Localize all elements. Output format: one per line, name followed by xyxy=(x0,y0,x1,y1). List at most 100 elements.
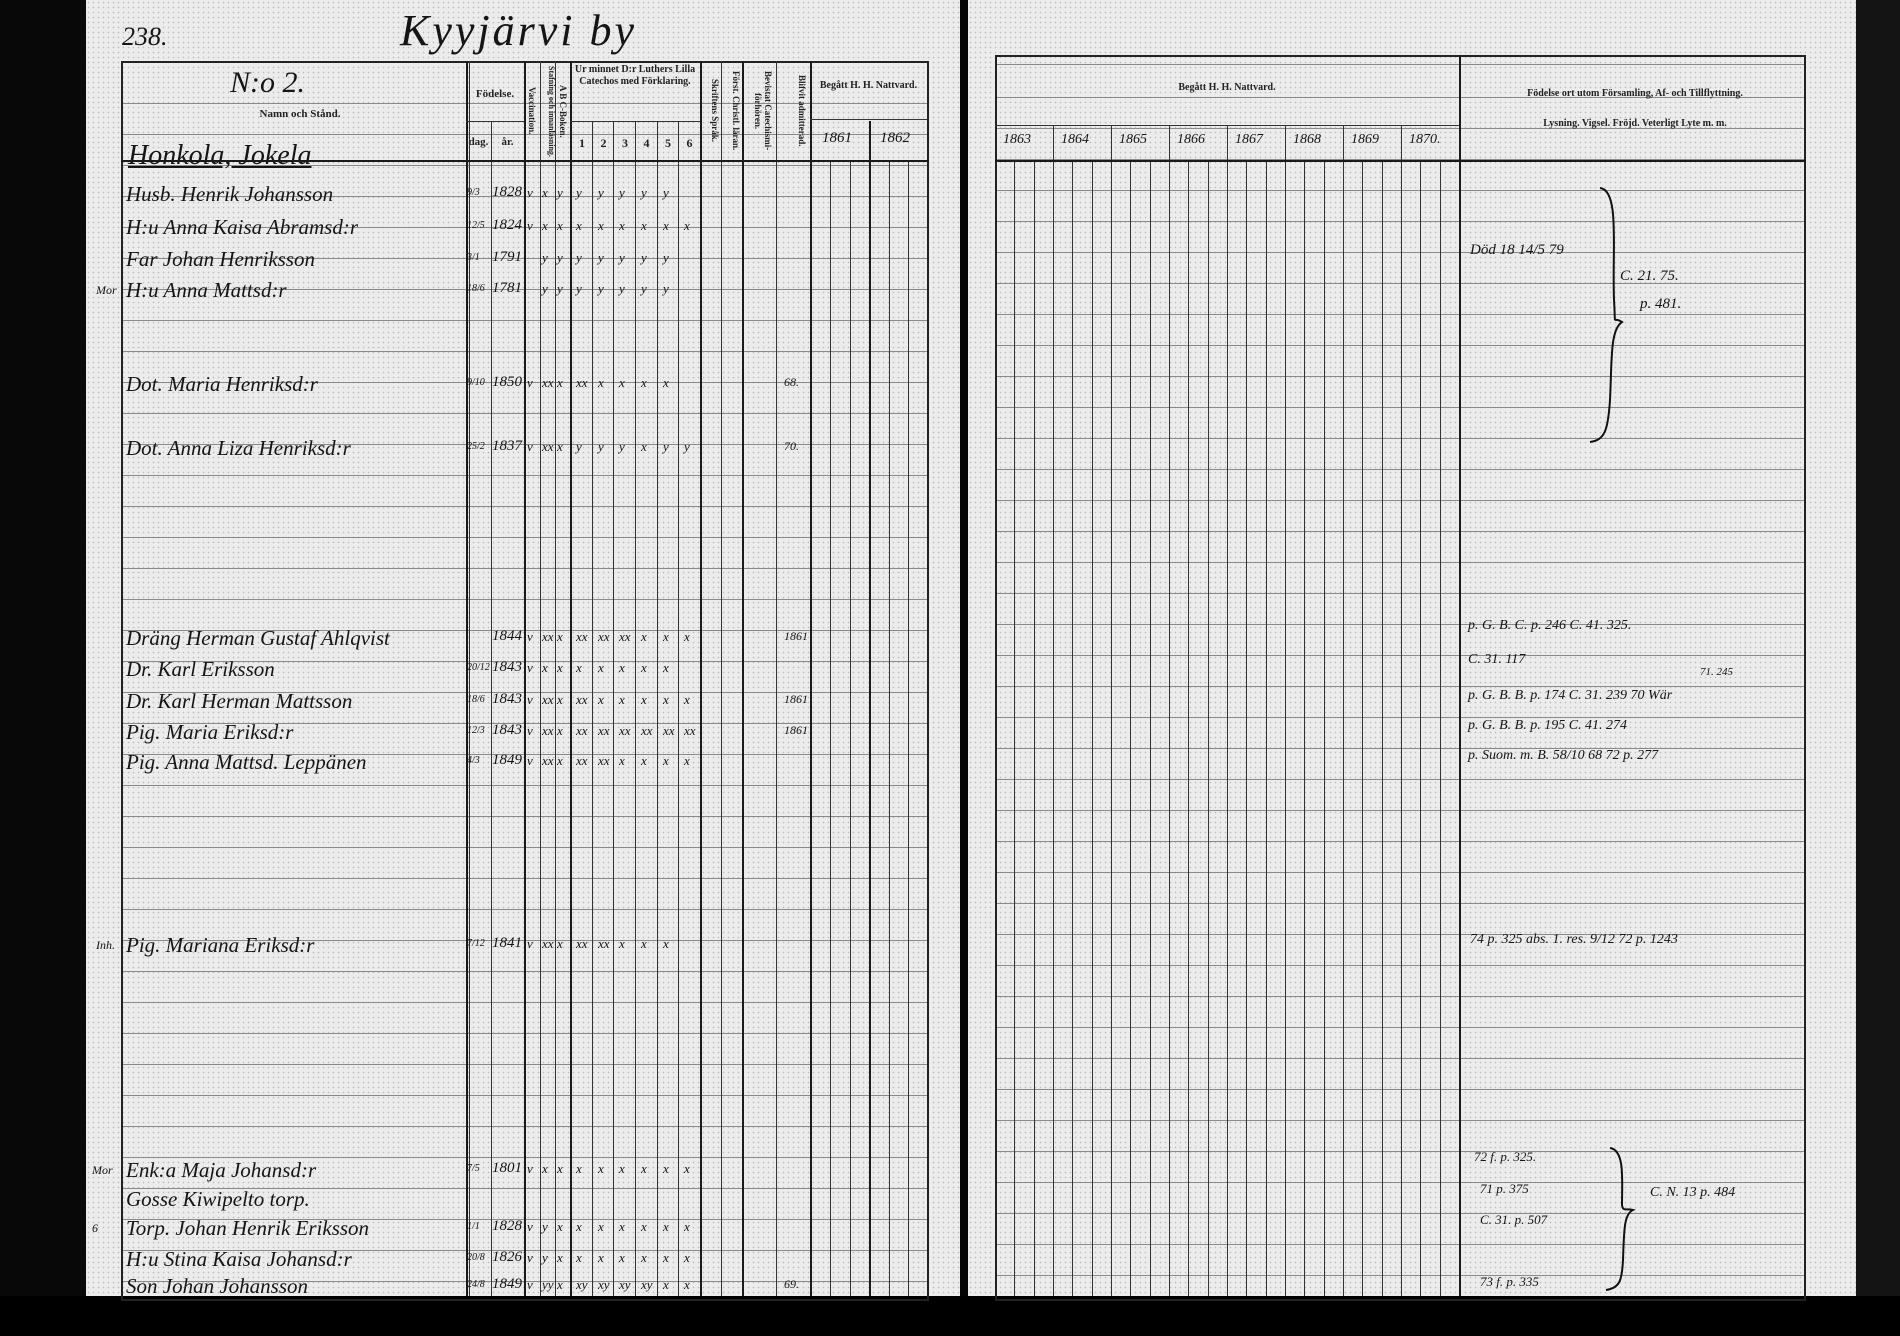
exam-mark: x xyxy=(542,660,548,675)
header-birth-year: år. xyxy=(501,136,514,148)
exam-mark: v xyxy=(527,753,533,768)
exam-mark: yy xyxy=(542,1277,554,1292)
column-rule xyxy=(635,121,636,1296)
exam-mark: y xyxy=(619,185,625,200)
person-name: Dot. Maria Henriksd:r xyxy=(126,372,318,396)
column-rule xyxy=(869,121,871,1296)
header-admitted: Blifvit admitterad. xyxy=(797,75,807,147)
exam-mark: v xyxy=(527,375,533,390)
column-rule xyxy=(570,61,572,1296)
communion-year-1862: 1862 xyxy=(880,130,910,146)
column-rule xyxy=(830,160,831,1296)
column-rule xyxy=(613,121,614,1296)
exam-mark: xx xyxy=(576,375,588,390)
exam-mark: x xyxy=(663,1250,669,1265)
remark-note: p. G. B. B. p. 195 C. 41. 274 xyxy=(1468,718,1628,733)
exam-mark: x xyxy=(576,1219,582,1234)
row-margin-note: Mor xyxy=(92,1163,113,1177)
remark-note: Död 18 14/5 79 xyxy=(1470,242,1564,258)
person-name: Pig. Mariana Eriksd:r xyxy=(126,933,315,957)
exam-mark: v xyxy=(527,1250,533,1265)
column-rule xyxy=(466,61,468,1296)
exam-mark: x xyxy=(598,375,604,390)
header-rule xyxy=(810,119,927,120)
exam-mark: y xyxy=(663,185,669,200)
header-name: Namn och Stånd. xyxy=(259,108,341,120)
exam-mark: xx xyxy=(542,375,554,390)
column-rule xyxy=(776,61,777,1296)
exam-mark: x xyxy=(641,660,647,675)
admitted-year: 1861 xyxy=(784,629,808,643)
exam-mark: xx xyxy=(619,629,631,644)
exam-mark: x xyxy=(557,439,563,454)
exam-mark: v xyxy=(527,936,533,951)
person-name: H:u Stina Kaisa Johansd:r xyxy=(126,1247,352,1271)
person-name: Pig. Maria Eriksd:r xyxy=(126,720,294,744)
exam-mark: v xyxy=(527,439,533,454)
birth-year: 1844 xyxy=(492,628,522,644)
exam-mark: x xyxy=(598,1250,604,1265)
exam-mark: x xyxy=(576,660,582,675)
column-rule xyxy=(1188,160,1189,1296)
person-name: Dr. Karl Herman Mattsson xyxy=(126,689,353,713)
column-rule xyxy=(1246,160,1247,1296)
column-rule xyxy=(700,61,702,1296)
exam-mark: x xyxy=(641,692,647,707)
exam-mark: x xyxy=(663,753,669,768)
exam-mark: v xyxy=(527,660,533,675)
header-scripture: Skriftens Språk. xyxy=(710,79,720,143)
column-rule xyxy=(889,160,890,1296)
birth-year: 1801 xyxy=(492,1160,522,1176)
birth-day: 20/8 xyxy=(467,1252,485,1263)
person-name: Torp. Johan Henrik Eriksson xyxy=(126,1216,370,1240)
exam-mark: x xyxy=(598,1219,604,1234)
exam-mark: y xyxy=(619,281,625,296)
person-name: H:u Anna Kaisa Abramsd:r xyxy=(126,215,358,239)
exam-mark: y xyxy=(598,281,604,296)
remark-note: 74 p. 325 abs. 1. res. 9/12 72 p. 1243 xyxy=(1470,932,1678,947)
birth-year: 1826 xyxy=(492,1249,522,1265)
exam-mark: x xyxy=(684,218,690,233)
column-rule xyxy=(1304,160,1305,1296)
birth-day: 9/3 xyxy=(467,187,480,198)
exam-mark: x xyxy=(641,753,647,768)
birth-day: 20/12 xyxy=(467,662,490,673)
exam-mark: x xyxy=(684,1277,690,1292)
row-margin-note: Mor xyxy=(96,283,117,297)
birth-day: 24/8 xyxy=(467,1279,485,1290)
person-name: Dot. Anna Liza Henriksd:r xyxy=(126,436,351,460)
exam-mark: x xyxy=(684,753,690,768)
exam-mark: x xyxy=(576,1161,582,1176)
exam-mark: x xyxy=(641,1250,647,1265)
exam-mark: x xyxy=(619,1250,625,1265)
exam-mark: x xyxy=(619,936,625,951)
column-rule xyxy=(1150,160,1151,1296)
exam-mark: y xyxy=(663,439,669,454)
column-rule xyxy=(1440,160,1441,1296)
exam-mark: y xyxy=(557,250,563,265)
column-rule xyxy=(1111,125,1112,1296)
exam-mark: v xyxy=(527,692,533,707)
exam-mark: xy xyxy=(598,1277,610,1292)
column-rule xyxy=(592,121,593,1296)
exam-mark: x xyxy=(663,936,669,951)
row-margin-note: 6 xyxy=(92,1221,98,1235)
header-birth-day: dag. xyxy=(468,136,489,148)
birth-year: 1824 xyxy=(492,217,522,233)
column-rule xyxy=(540,61,541,1296)
exam-mark: x xyxy=(663,660,669,675)
exam-mark: x xyxy=(684,629,690,644)
exam-mark: xx xyxy=(542,723,554,738)
exam-mark: x xyxy=(641,629,647,644)
exam-mark: x xyxy=(641,1219,647,1234)
header-rule xyxy=(466,121,524,122)
column-rule xyxy=(1092,160,1093,1296)
exam-mark: y xyxy=(576,250,582,265)
exam-mark: x xyxy=(557,692,563,707)
exam-mark: y xyxy=(542,281,548,296)
exam-mark: x xyxy=(557,753,563,768)
communion-year-1868: 1868 xyxy=(1293,132,1321,147)
exam-mark: x xyxy=(557,629,563,644)
column-rule xyxy=(491,121,492,1296)
exam-mark: x xyxy=(684,1219,690,1234)
